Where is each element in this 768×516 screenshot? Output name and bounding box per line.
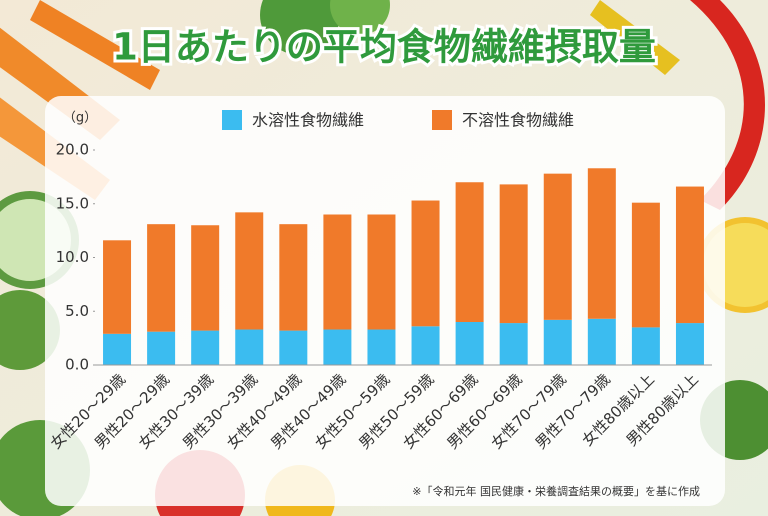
bar-segment — [367, 329, 396, 365]
bar-segment — [411, 200, 440, 327]
bar-segment — [279, 330, 308, 365]
bar-segment — [191, 330, 220, 365]
bar-segment — [191, 225, 220, 331]
bar-segment — [323, 214, 352, 330]
bar-segment — [279, 224, 308, 331]
legend-label: 不溶性食物繊維 — [462, 111, 574, 130]
footnote: ※「令和元年 国民健康・栄養調査結果の概要」を基に作成 — [412, 484, 700, 498]
y-tick-label: 20.0 — [56, 141, 89, 159]
bar-segment — [103, 240, 132, 334]
bar-segment — [587, 168, 616, 319]
bar-segment — [235, 329, 264, 365]
legend-swatch — [432, 110, 452, 130]
y-tick-label: 5.0 — [65, 302, 89, 320]
bar-segment — [499, 184, 528, 324]
bar-segment — [103, 333, 132, 365]
bar-segment — [631, 202, 660, 328]
bar-segment — [147, 331, 176, 365]
bar-segment — [235, 212, 264, 330]
bar-segment — [631, 327, 660, 365]
legend-label: 水溶性食物繊維 — [252, 111, 364, 130]
bar-segment — [455, 322, 484, 365]
chart-title: 1日あたりの平均食物繊維摂取量 — [112, 26, 656, 69]
bar-segment — [323, 329, 352, 365]
legend-swatch — [222, 110, 242, 130]
bar-segment — [499, 323, 528, 365]
bar-segment — [587, 318, 616, 365]
bar-segment — [543, 319, 572, 365]
y-tick-label: 10.0 — [56, 248, 89, 266]
bar-segment — [455, 182, 484, 322]
y-tick-label: 15.0 — [56, 194, 89, 212]
bar-segment — [367, 214, 396, 330]
y-tick-label: 0.0 — [65, 356, 89, 374]
bar-segment — [411, 326, 440, 365]
legend: 水溶性食物繊維 不溶性食物繊維 — [222, 110, 574, 130]
bar-segment — [675, 323, 704, 365]
bar-segment — [147, 224, 176, 332]
y-unit: （g） — [63, 111, 97, 126]
bar-segment — [675, 186, 704, 324]
bar-segment — [543, 173, 572, 320]
